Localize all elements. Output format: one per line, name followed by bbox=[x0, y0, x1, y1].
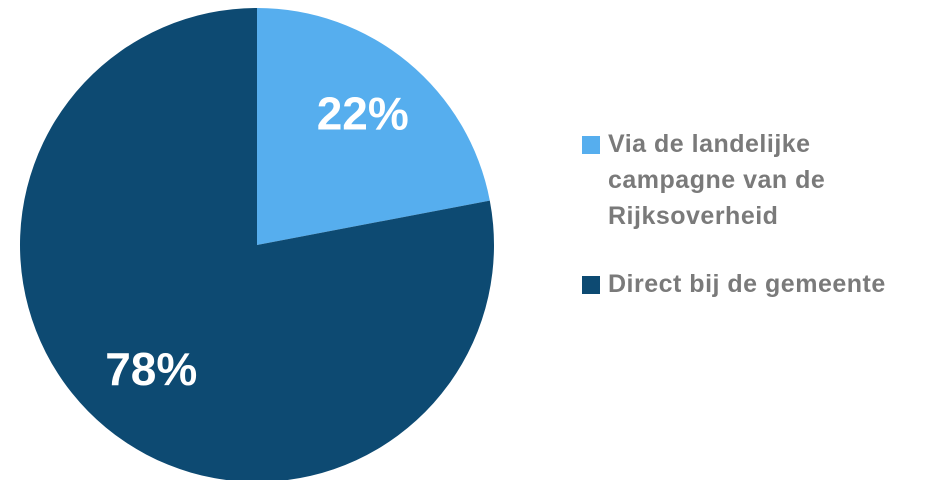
legend-item: Via de landelijke campagne van de Rijkso… bbox=[582, 126, 942, 234]
value-label: 78% bbox=[105, 343, 197, 395]
legend-swatch bbox=[582, 276, 600, 294]
pie-slice bbox=[257, 8, 490, 245]
legend-label: Direct bij de gemeente bbox=[608, 270, 886, 298]
value-label: 22% bbox=[317, 87, 409, 139]
legend-swatch bbox=[582, 136, 600, 154]
legend-label: Via de landelijke campagne van de Rijkso… bbox=[608, 130, 826, 230]
pie-slice bbox=[20, 8, 494, 480]
legend: Via de landelijke campagne van de Rijkso… bbox=[582, 126, 942, 334]
legend-item: Direct bij de gemeente bbox=[582, 266, 942, 302]
